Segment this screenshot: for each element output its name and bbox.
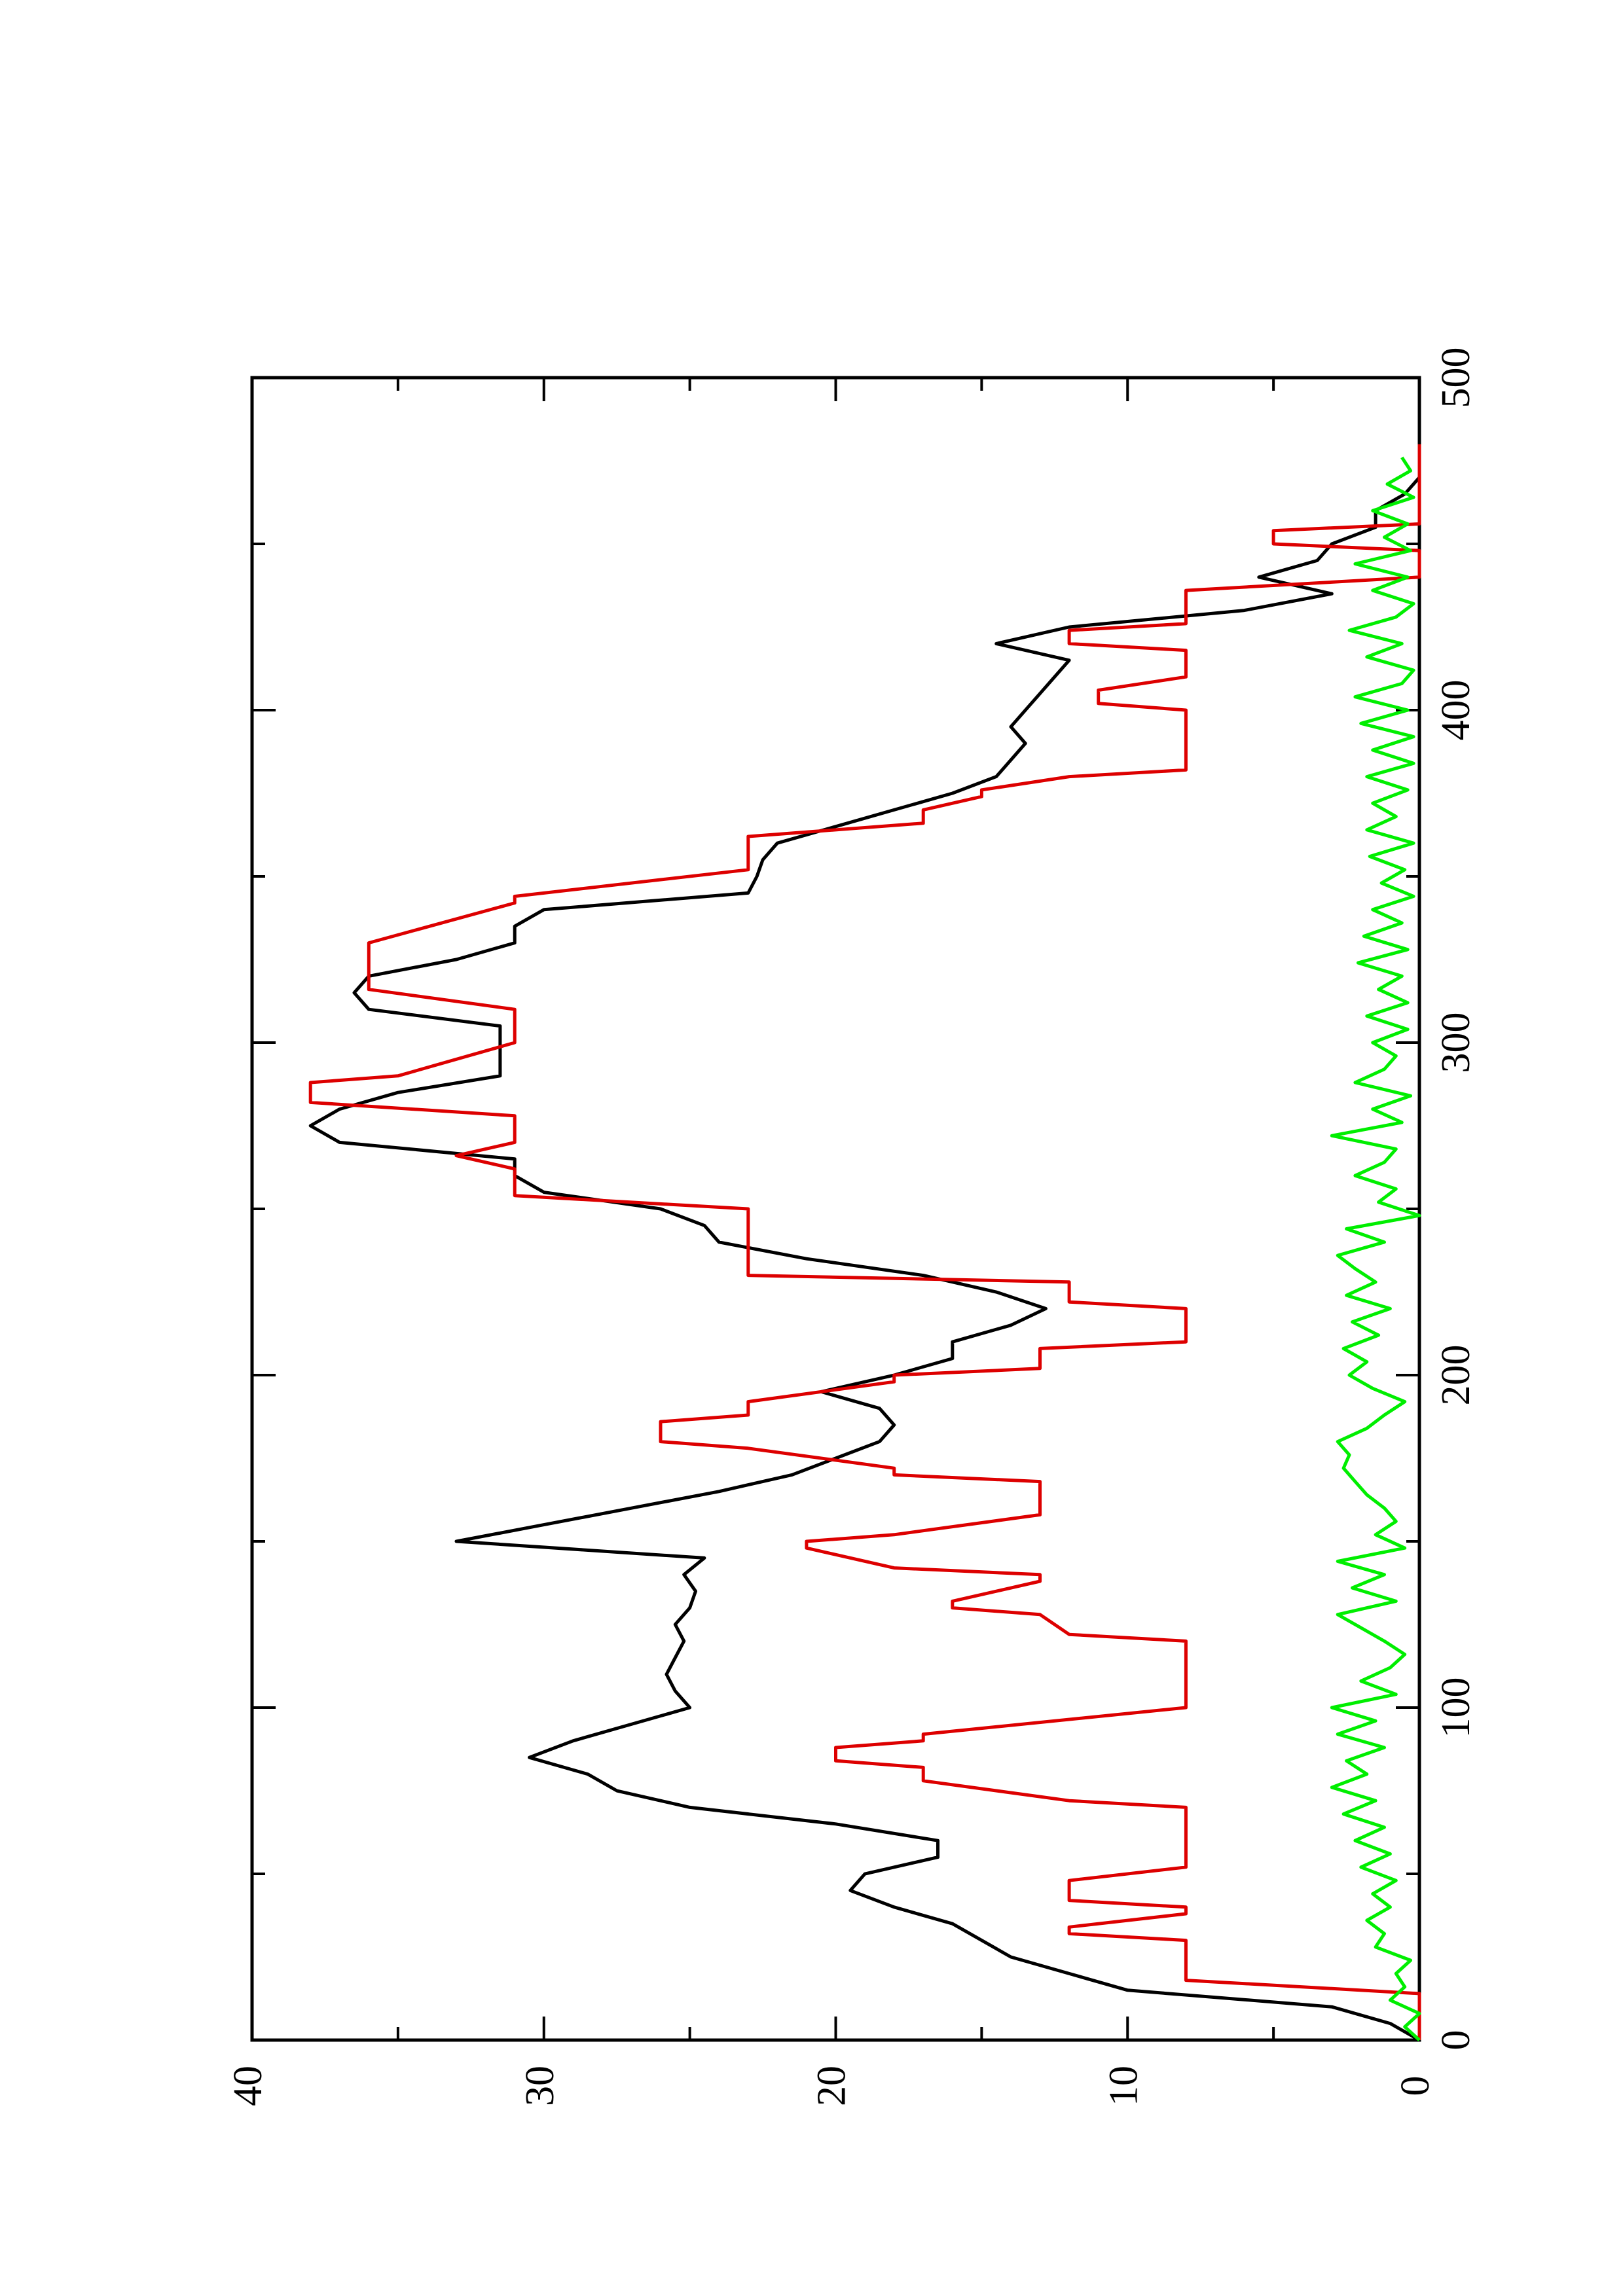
x-tick-label: 0 [1434,2030,1478,2051]
ticks-layer [251,376,1421,2041]
series-layer [308,444,1421,2042]
y-tick-label: 40 [226,2066,270,2106]
series-line-1 [308,444,1421,2042]
series-line-2 [308,444,1421,2040]
x-tick-label: 500 [1434,348,1478,408]
y-tick-label: 30 [518,2066,562,2106]
y-tick-label: 20 [810,2066,854,2106]
plot-frame [250,376,1421,2042]
series-line-3 [1330,456,1421,2041]
y-tick-label: 10 [1101,2066,1146,2106]
x-tick-label: 100 [1434,1677,1478,1738]
tick-labels-layer: 0 100 200 300 400 500 0 10 20 30 40 [226,348,1478,2107]
x-tick-label: 400 [1434,680,1478,741]
x-tick-label: 200 [1434,1345,1478,1406]
y-tick-label: 0 [1393,2076,1438,2096]
x-tick-label: 300 [1434,1013,1478,1073]
